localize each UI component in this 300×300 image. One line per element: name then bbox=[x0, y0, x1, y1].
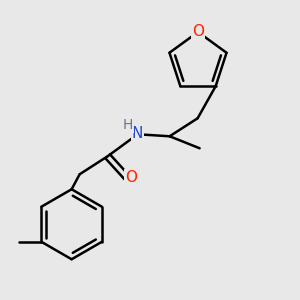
Text: O: O bbox=[192, 25, 204, 40]
Text: H: H bbox=[122, 118, 133, 132]
Text: N: N bbox=[132, 126, 143, 141]
Text: O: O bbox=[124, 170, 136, 185]
